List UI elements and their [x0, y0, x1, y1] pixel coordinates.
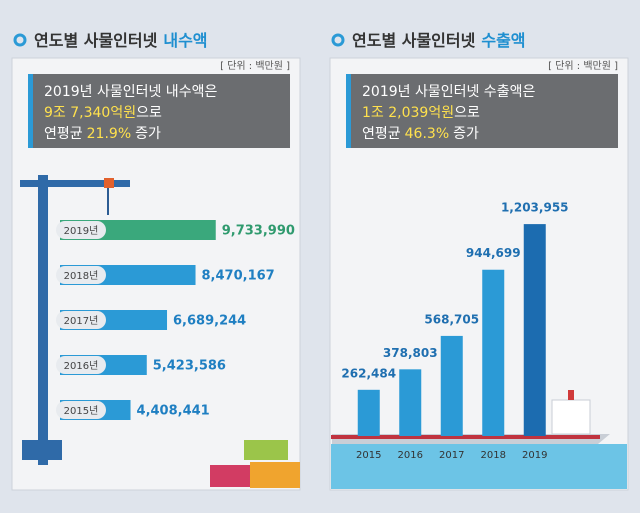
crane [20, 175, 130, 465]
callout-line: 1조 2,039억원으로 [362, 105, 480, 121]
callout-box [28, 74, 290, 148]
value-label: 568,705 [424, 312, 479, 326]
title-text: 연도별 사물인터넷 [34, 31, 158, 50]
panel-title: 연도별 사물인터넷 수출액 [352, 31, 526, 50]
bar [482, 269, 505, 436]
title-highlight: 내수액 [163, 31, 207, 50]
callout-segment: 9조 7,340억원 [44, 105, 136, 121]
bar [440, 335, 463, 436]
category-label: 2016 [398, 450, 423, 461]
callout-stripe [28, 74, 33, 148]
category-label: 2019 [522, 450, 547, 461]
category-tab [56, 401, 106, 419]
category-tab [56, 356, 106, 374]
value-label: 9,733,990 [222, 224, 295, 239]
callout-segment: 연평균 [362, 126, 401, 142]
value-label: 6,689,244 [173, 314, 246, 329]
callout-segment: 2019년 사물인터넷 수출액은 [362, 84, 535, 100]
callout-segment: 증가 [453, 126, 479, 142]
callout-line: 연평균 21.9% 증가 [44, 126, 161, 142]
callout-stripe [346, 74, 351, 148]
unit-label: [ 단위 : 백만원 ] [548, 59, 618, 72]
title-icon [13, 33, 27, 47]
category-label: 2017년 [64, 315, 99, 327]
category-label: 2017 [439, 450, 464, 461]
callout-segment: 21.9% [87, 126, 131, 142]
containers [210, 440, 300, 488]
value-label: 378,803 [383, 346, 438, 360]
callout-box [346, 74, 618, 148]
unit-label: [ 단위 : 백만원 ] [220, 59, 290, 72]
category-label: 2015년 [64, 405, 99, 417]
callout-line: 2019년 사물인터넷 내수액은 [44, 84, 217, 100]
callout-segment: 46.3% [405, 126, 449, 142]
value-label: 262,484 [341, 366, 396, 380]
value-label: 4,408,441 [137, 404, 210, 419]
callout-segment: 연평균 [44, 126, 83, 142]
callout-segment: 으로 [136, 105, 162, 121]
callout-segment: 증가 [135, 126, 161, 142]
water [331, 444, 627, 489]
category-tab [56, 221, 106, 239]
bar [523, 224, 546, 436]
value-label: 944,699 [466, 246, 521, 260]
panel-title: 연도별 사물인터넷 내수액 [34, 31, 208, 50]
title-text: 연도별 사물인터넷 [352, 31, 476, 50]
value-label: 8,470,167 [202, 269, 275, 284]
callout-segment: 1조 2,039억원 [362, 105, 454, 121]
callout-line: 연평균 46.3% 증가 [362, 126, 479, 142]
bar [399, 369, 422, 436]
value-label: 1,203,955 [501, 201, 569, 215]
callout-segment: 2019년 사물인터넷 내수액은 [44, 84, 217, 100]
title-icon [331, 33, 345, 47]
category-label: 2018 [481, 450, 506, 461]
callout-line: 9조 7,340억원으로 [44, 105, 162, 121]
category-tab [56, 266, 106, 284]
category-label: 2015 [356, 450, 381, 461]
callout-line: 2019년 사물인터넷 수출액은 [362, 84, 535, 100]
title-highlight: 수출액 [481, 31, 525, 50]
category-tab [56, 311, 106, 329]
category-label: 2019년 [64, 225, 99, 237]
value-label: 5,423,586 [153, 359, 226, 374]
category-label: 2018년 [64, 270, 99, 282]
bar [357, 389, 380, 436]
callout-segment: 으로 [454, 105, 480, 121]
category-label: 2016년 [64, 360, 99, 372]
